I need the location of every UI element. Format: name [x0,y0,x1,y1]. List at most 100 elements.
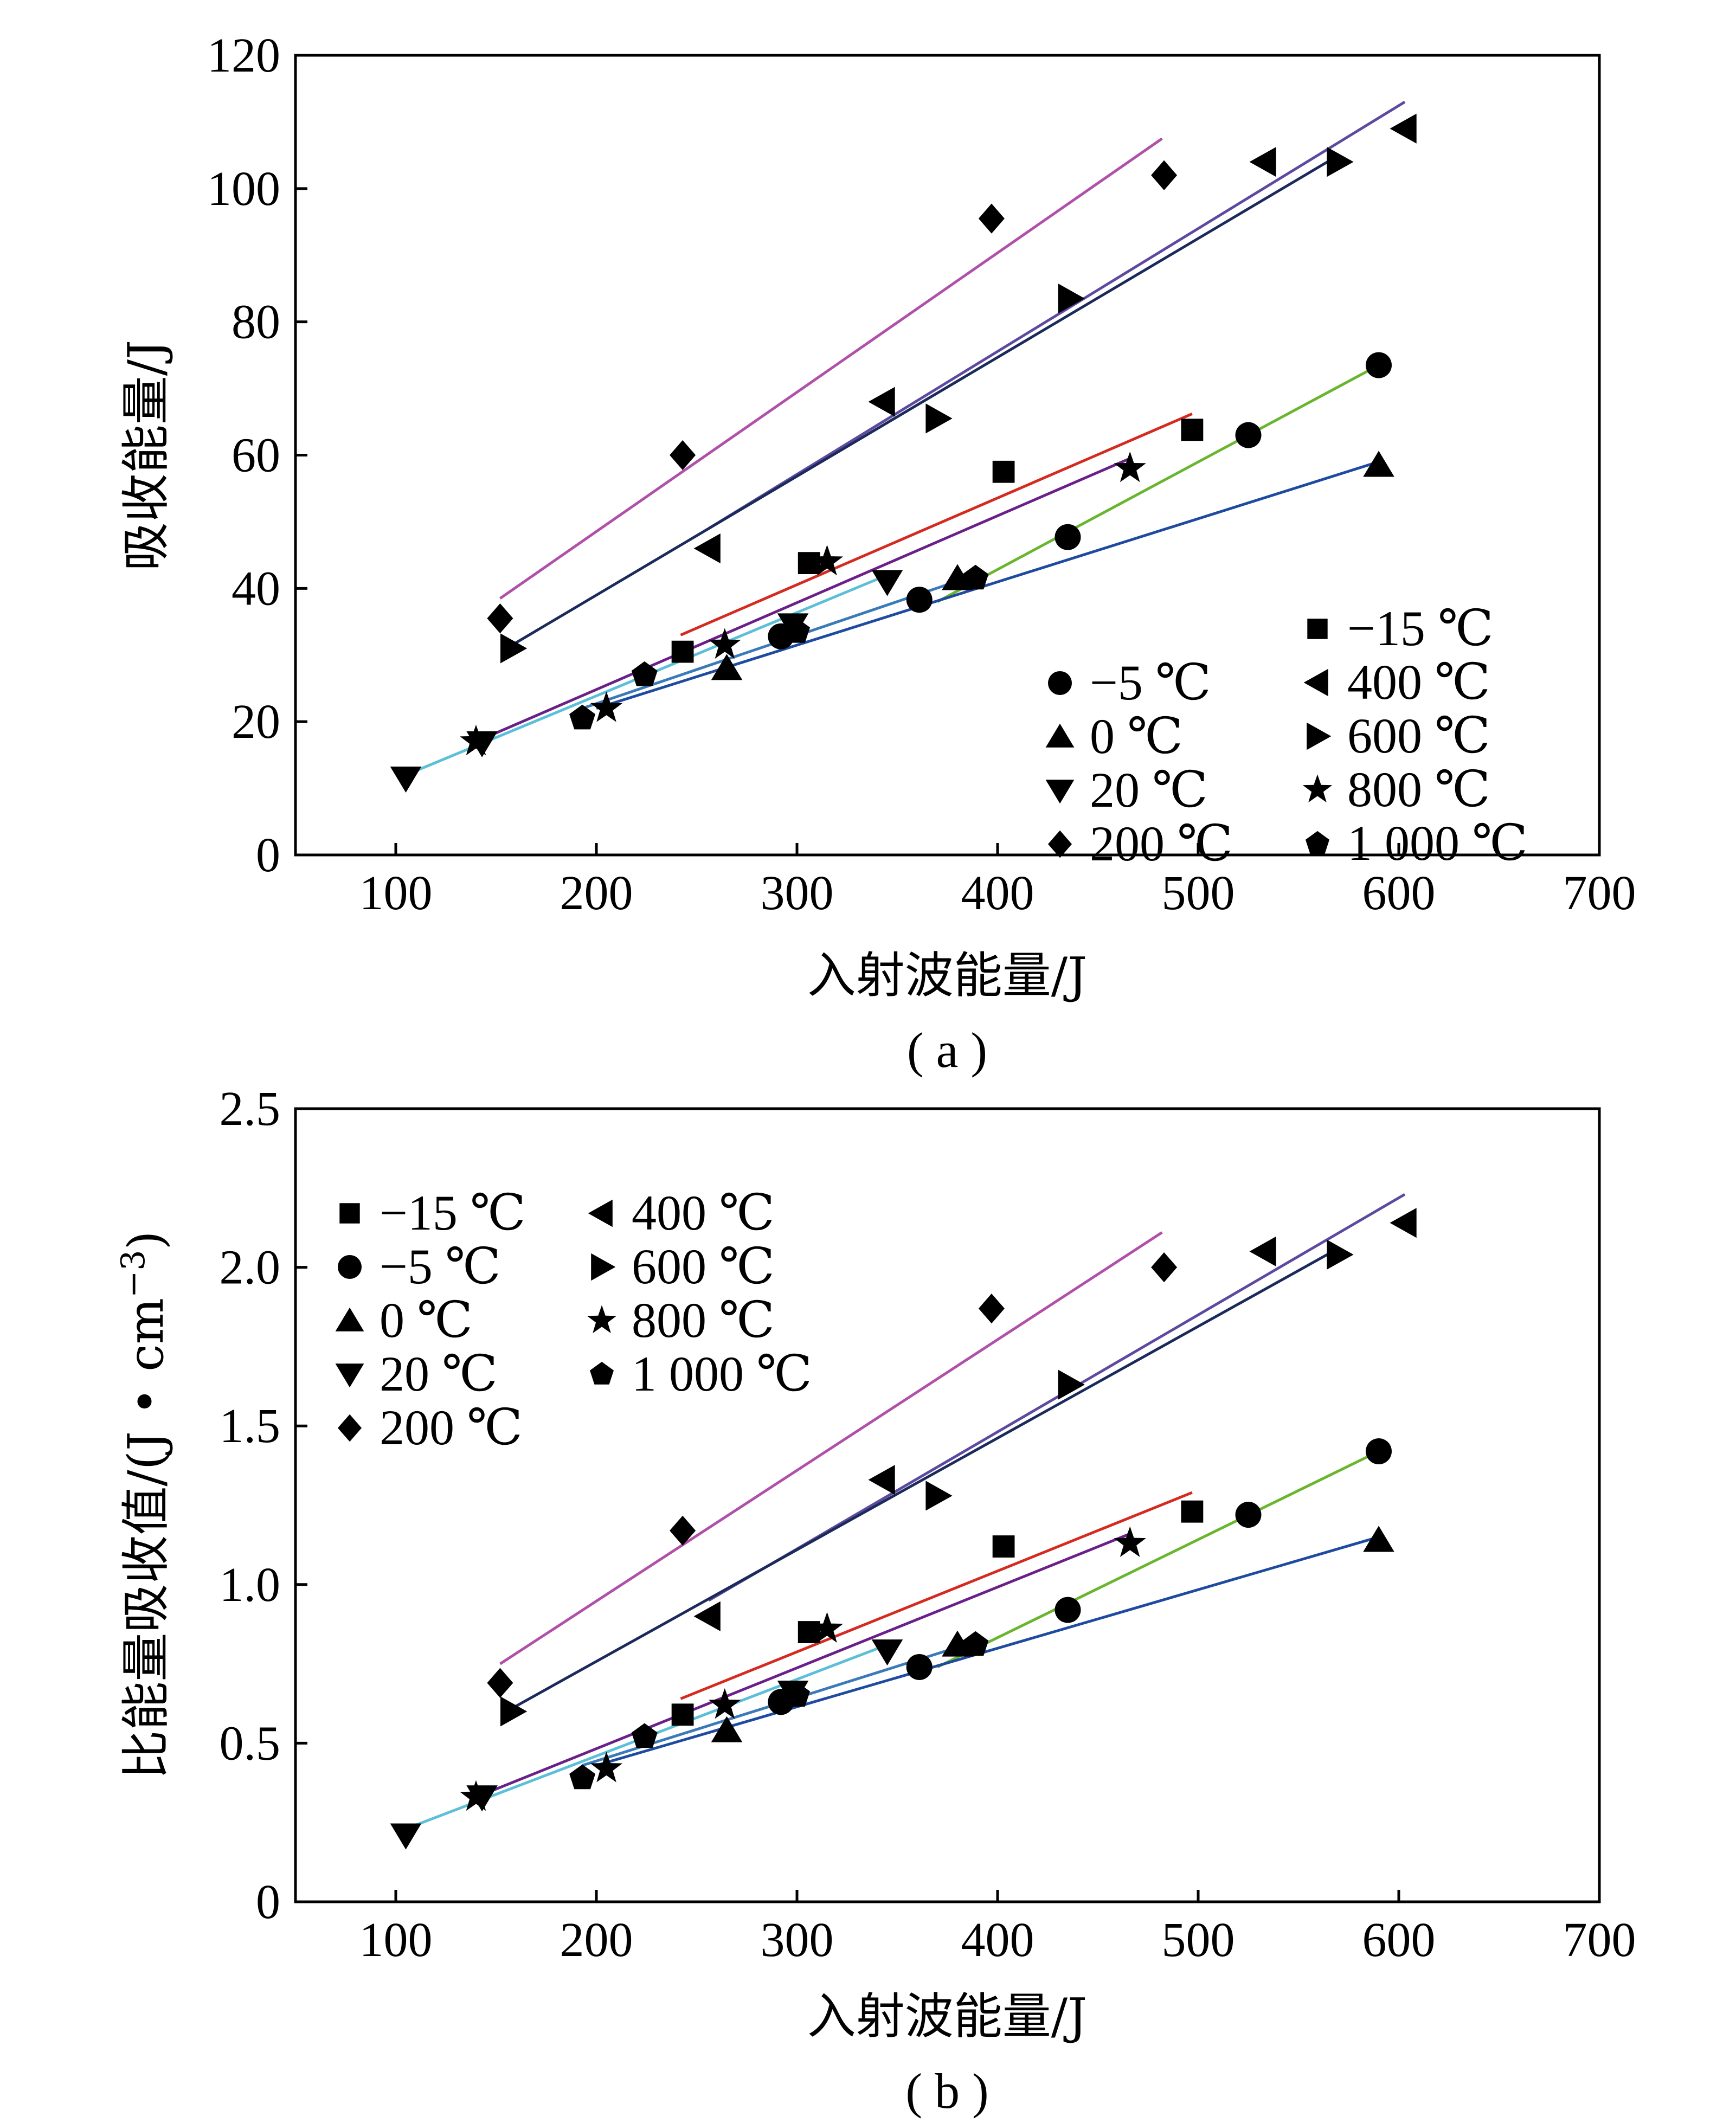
data-point-series-7 [590,1752,623,1783]
fit-line-series-1 [936,364,1380,603]
data-point-series-8 [631,661,658,686]
y-tick-label: 1.5 [220,1399,281,1453]
fit-line-series-6 [511,1247,1340,1710]
data-point-series-8 [569,1764,596,1790]
legend-marker [1306,831,1329,854]
data-point-series-5 [693,533,721,564]
fit-line-series-0 [680,412,1193,636]
legend-marker [335,1363,364,1388]
data-point-series-7 [1114,1526,1146,1557]
legend-label: −5 ℃ [1090,655,1211,710]
data-point-series-6 [1327,147,1354,177]
data-point-series-1 [1055,524,1081,550]
x-tick-label: 700 [1563,866,1636,920]
legend-item: −15 ℃ [1307,601,1494,656]
data-point-series-3 [871,570,903,596]
data-point-series-8 [631,1723,658,1748]
x-tick-label: 600 [1362,1913,1436,1967]
y-axis-label-a: 吸收能量/J [118,340,175,571]
legend-item: 20 ℃ [335,1346,498,1401]
y-axis-label-b: 比能量吸收值/(J • cm−3) [114,1231,175,1779]
y-axis-label-b-sup: −3 [114,1250,152,1298]
data-point-series-0 [1181,419,1204,441]
data-point-series-5 [1249,1236,1276,1266]
legend-label: 400 ℃ [1347,654,1490,710]
data-point-series-2 [942,1630,973,1657]
y-tick-label: 100 [207,162,280,216]
fit-line-series-6 [511,154,1340,646]
caption-b: ( b ) [905,2063,988,2119]
x-axis-label-a: 入射波能量/J [807,947,1087,1004]
legend-marker [1307,722,1332,750]
legend-item: −15 ℃ [339,1185,526,1240]
fit-line-series-5 [708,100,1406,530]
data-point-series-4 [1151,160,1178,190]
data-point-series-6 [500,1696,528,1727]
data-point-series-4 [1151,1252,1178,1283]
legend-marker [1048,830,1072,858]
x-tick-label: 300 [761,866,834,920]
data-point-series-5 [868,387,895,417]
y-tick-label: 2.0 [220,1241,281,1295]
legend-marker [338,1255,362,1279]
data-point-series-4 [978,1294,1005,1324]
y-tick-label: 40 [232,562,280,615]
y-tick-label: 0 [256,828,280,882]
data-point-series-7 [709,1688,741,1719]
fit-line-series-5 [708,1193,1406,1602]
x-tick-label: 600 [1362,866,1436,920]
data-point-series-7 [460,1780,492,1811]
legend-item: 600 ℃ [591,1239,775,1294]
data-point-series-1 [1366,352,1392,378]
data-point-series-8 [569,704,596,730]
y-tick-label: 0 [256,1875,280,1929]
legend-label: −15 ℃ [380,1185,526,1240]
legend-label: −15 ℃ [1347,601,1494,656]
data-point-series-8 [784,1682,810,1707]
legend-item: 1 000 ℃ [590,1346,812,1401]
data-point-series-1 [1366,1438,1392,1465]
data-point-series-7 [590,691,623,722]
data-point-series-5 [693,1601,721,1631]
legend-item: 800 ℃ [1302,762,1490,817]
y-tick-label: 80 [232,295,280,349]
legend-marker [587,1305,617,1334]
legend-item: −5 ℃ [338,1239,501,1294]
x-tick-label: 400 [961,1913,1034,1967]
y-tick-label: 60 [232,429,280,483]
data-point-series-0 [798,552,820,575]
x-tick-label: 100 [359,1913,433,1967]
legend-label: 600 ℃ [632,1239,775,1294]
legend-item: 200 ℃ [1048,816,1233,871]
data-point-series-8 [962,1631,989,1656]
legend-label: 1 000 ℃ [1347,815,1528,871]
data-point-series-6 [1327,1239,1354,1270]
data-point-series-4 [670,440,696,471]
legend-marker [1045,780,1075,804]
data-point-series-6 [1058,1369,1085,1400]
x-tick-label: 500 [1162,866,1235,920]
data-point-series-4 [487,603,513,634]
data-point-series-0 [1181,1500,1204,1523]
data-point-series-4 [670,1515,696,1546]
data-point-series-2 [711,1716,743,1742]
legend-item: 200 ℃ [338,1400,523,1455]
chart-panel-b: 100 200 300 400 500 600 700 0 0.5 1.0 1.5 2.0 2.5 −1… [114,1082,1636,2119]
plot-frame-b [294,1107,1601,1903]
fit-lines-b [405,1193,1406,1830]
chart-panel-a: 100 200 300 400 500 600 700 0 20 40 60 80 100 120 −5 … [118,29,1636,1078]
data-point-series-1 [1235,1502,1262,1528]
data-point-series-0 [992,460,1015,483]
data-point-series-6 [500,633,528,664]
fit-line-series-4 [499,1231,1163,1665]
y-tick-label: 1.0 [220,1558,281,1612]
legend-marker [335,1307,364,1331]
x-tick-label: 400 [961,866,1034,920]
y-tick-label: 0.5 [220,1716,281,1770]
data-point-series-8 [784,618,810,643]
y-axis-label-b-main: 比能量吸收值/(J • cm [118,1298,175,1779]
data-point-series-5 [868,1465,895,1495]
x-tick-label: 300 [761,1913,834,1967]
